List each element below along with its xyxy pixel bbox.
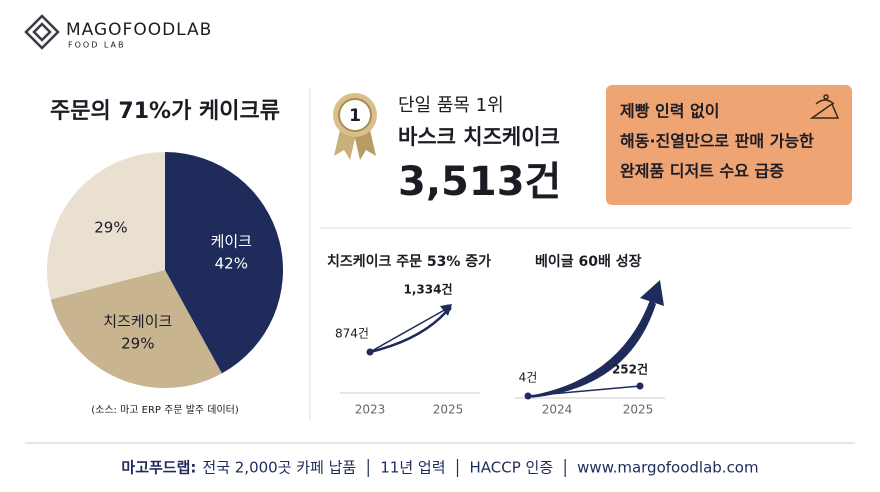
footer-brand: 마고푸드랩: xyxy=(121,459,196,477)
trend-arrow xyxy=(369,311,447,354)
slice-value: 29% xyxy=(121,334,154,352)
callout-text: 완제품 디저트 수요 급증 xyxy=(620,162,784,181)
logo-name: MAGOFOODLAB xyxy=(66,20,212,40)
data-point xyxy=(524,392,532,400)
data-point xyxy=(366,348,374,356)
value-label: 1,334건 xyxy=(404,282,453,297)
footer-item: 전국 2,000곳 카페 납품 xyxy=(202,459,356,477)
callout-box xyxy=(606,85,852,205)
highlight-label: 단일 품목 1위 xyxy=(398,95,504,116)
x-tick-label: 2025 xyxy=(433,403,464,417)
pie-slice xyxy=(50,270,222,388)
value-label: 252건 xyxy=(612,362,648,377)
data-point xyxy=(444,304,452,312)
footer-item: HACCP 인증 xyxy=(470,459,554,477)
mini-chart-title: 치즈케이크 주문 53% 증가 xyxy=(327,253,491,270)
medal-badge: 1 xyxy=(349,106,361,126)
trend-line xyxy=(527,385,641,397)
data-point xyxy=(636,382,644,390)
trend-line xyxy=(369,307,449,353)
value-label: 4건 xyxy=(519,371,538,385)
logo-icon xyxy=(24,14,60,50)
cake-icon xyxy=(809,94,840,119)
pie-slice xyxy=(47,152,165,300)
highlight-count: 3,513건 xyxy=(398,159,561,205)
callout-text: 해동·진열만으로 판매 가능한 xyxy=(620,132,814,151)
slice-value: 29% xyxy=(94,219,127,237)
x-tick-label: 2025 xyxy=(623,403,654,417)
chart-title: 주문의 71%가 케이크류 xyxy=(50,99,280,124)
slice-label: 케이크 xyxy=(211,232,252,250)
x-tick-label: 2024 xyxy=(542,403,573,417)
slice-value: 42% xyxy=(215,254,248,272)
footer-item: 11년 업력 xyxy=(380,459,445,477)
highlight-item: 바스크 치즈케이크 xyxy=(398,125,560,149)
value-label: 874건 xyxy=(335,327,369,341)
x-tick-label: 2023 xyxy=(355,403,386,417)
mini-chart-title: 베이글 60배 성장 xyxy=(535,253,642,270)
logo-tagline: FOOD LAB xyxy=(68,41,126,50)
source-note: (소스: 마고 ERP 주문 발주 데이터) xyxy=(91,404,239,416)
callout-text: 제빵 인력 없이 xyxy=(620,102,719,121)
trend-arrow xyxy=(528,300,656,398)
trend-arrow-head xyxy=(640,280,664,306)
medal-icon xyxy=(333,93,377,160)
pie-slice xyxy=(165,152,283,374)
footer-item: www.margofoodlab.com xyxy=(577,459,758,477)
slice-label: 치즈케이크 xyxy=(103,312,172,330)
